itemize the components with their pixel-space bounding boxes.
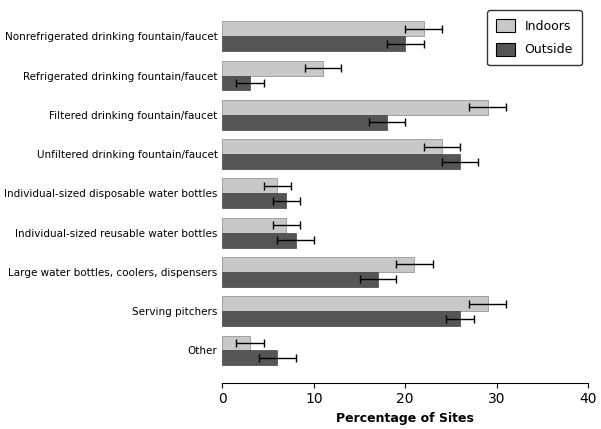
Bar xyxy=(222,76,250,91)
X-axis label: Percentage of Sites: Percentage of Sites xyxy=(337,412,474,425)
Legend: Indoors, Outside: Indoors, Outside xyxy=(487,10,582,65)
Bar xyxy=(222,335,250,350)
Bar xyxy=(222,272,378,287)
Bar xyxy=(222,36,405,51)
Bar xyxy=(222,350,277,366)
Bar xyxy=(222,100,487,115)
Bar xyxy=(222,257,414,272)
Bar xyxy=(222,154,460,169)
Bar xyxy=(222,21,424,36)
Bar xyxy=(222,193,287,208)
Bar xyxy=(222,311,460,326)
Bar xyxy=(222,115,387,130)
Bar xyxy=(222,296,487,311)
Bar xyxy=(222,60,323,76)
Bar xyxy=(222,218,287,233)
Bar xyxy=(222,233,296,248)
Bar xyxy=(222,139,442,154)
Bar xyxy=(222,178,277,193)
